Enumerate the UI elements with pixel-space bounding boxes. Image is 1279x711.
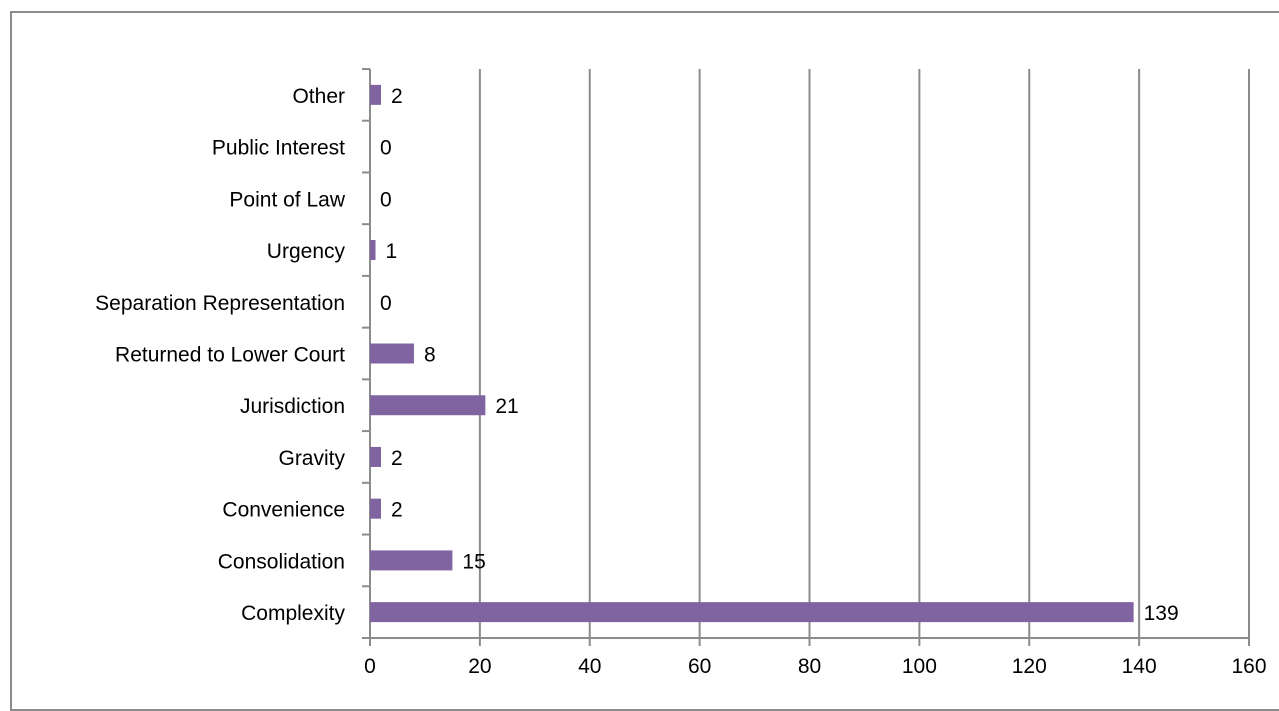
bar — [370, 446, 381, 467]
category-label: Urgency — [267, 240, 346, 263]
category-label: Separation Representation — [95, 292, 345, 315]
bar — [370, 498, 381, 519]
data-label: 1 — [385, 240, 397, 263]
x-tick-label: 40 — [578, 655, 601, 678]
data-label: 0 — [380, 188, 392, 211]
x-tick-label: 20 — [468, 655, 491, 678]
x-tick-label: 100 — [902, 655, 937, 678]
category-label: Convenience — [222, 499, 345, 522]
axes — [362, 68, 1250, 646]
data-label: 2 — [391, 447, 403, 470]
x-tick-label: 120 — [1012, 655, 1047, 678]
data-label: 2 — [391, 85, 403, 108]
data-label: 15 — [462, 550, 485, 573]
data-label: 0 — [380, 292, 392, 315]
bar — [370, 602, 1134, 623]
category-label: Returned to Lower Court — [115, 344, 345, 367]
category-label: Gravity — [278, 447, 345, 470]
bar — [370, 240, 376, 261]
x-tick-label: 60 — [688, 655, 711, 678]
bar — [370, 550, 453, 571]
category-label: Complexity — [241, 602, 345, 625]
x-tick-label: 80 — [798, 655, 821, 678]
data-label: 2 — [391, 499, 403, 522]
x-tick-label: 160 — [1231, 655, 1266, 678]
category-label: Jurisdiction — [240, 395, 345, 418]
category-label: Other — [292, 85, 345, 108]
bar — [370, 395, 486, 416]
data-label: 139 — [1144, 602, 1179, 625]
data-label: 21 — [495, 395, 518, 418]
category-label: Public Interest — [212, 137, 345, 160]
bar — [370, 343, 414, 364]
bar — [370, 84, 381, 105]
category-label: Consolidation — [218, 550, 345, 573]
category-label: Point of Law — [229, 188, 345, 211]
grid-lines — [478, 69, 1250, 638]
data-label: 8 — [424, 344, 436, 367]
x-tick-label: 140 — [1122, 655, 1157, 678]
chart-frame — [10, 11, 1279, 711]
bars — [370, 84, 1134, 623]
x-tick-label: 0 — [364, 655, 376, 678]
data-label: 0 — [380, 137, 392, 160]
